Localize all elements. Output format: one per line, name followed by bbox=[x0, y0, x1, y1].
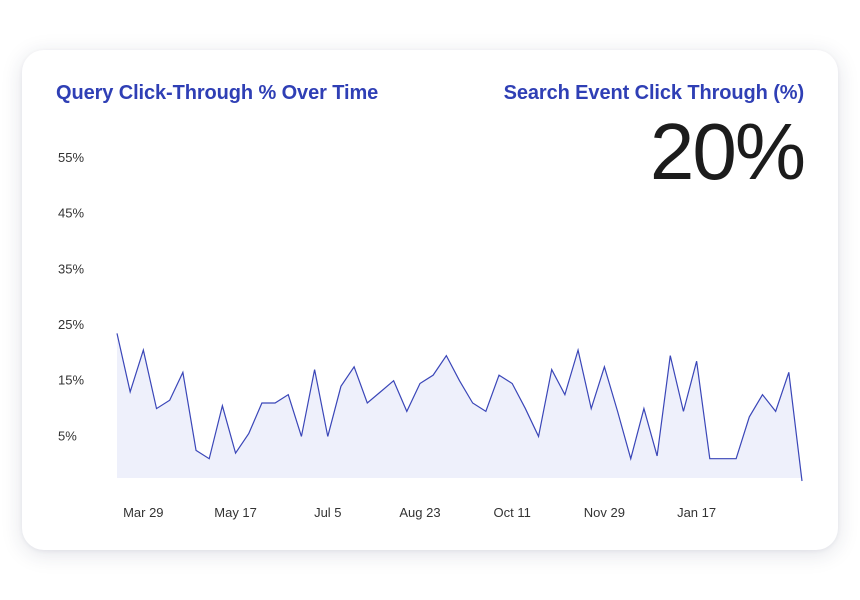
series-area bbox=[117, 333, 802, 481]
y-tick-label: 35% bbox=[58, 261, 84, 276]
x-tick-label: Mar 29 bbox=[123, 505, 163, 520]
stat-value: 20% bbox=[649, 107, 806, 196]
x-tick-label: Jan 17 bbox=[677, 505, 716, 520]
x-tick-label: Oct 11 bbox=[494, 505, 531, 520]
x-tick-label: May 17 bbox=[214, 505, 257, 520]
y-tick-label: 5% bbox=[58, 428, 77, 443]
y-tick-label: 15% bbox=[58, 373, 84, 388]
x-tick-label: Jul 5 bbox=[314, 505, 341, 520]
stat-title: Search Event Click Through (%) bbox=[503, 82, 804, 104]
y-tick-label: 55% bbox=[58, 150, 84, 165]
y-axis-ticks: 55% 45% 35% 25% 15% 5% bbox=[58, 150, 84, 444]
x-tick-label: Aug 23 bbox=[399, 505, 440, 520]
x-axis-ticks: Mar 29 May 17 Jul 5 Aug 23 Oct 11 Nov 29 Jan 1… bbox=[123, 505, 716, 520]
y-tick-label: 25% bbox=[58, 317, 84, 332]
y-tick-label: 45% bbox=[58, 206, 84, 221]
chart-title: Query Click-Through % Over Time bbox=[56, 82, 379, 104]
x-tick-label: Nov 29 bbox=[584, 505, 625, 520]
series-line bbox=[116, 333, 803, 482]
